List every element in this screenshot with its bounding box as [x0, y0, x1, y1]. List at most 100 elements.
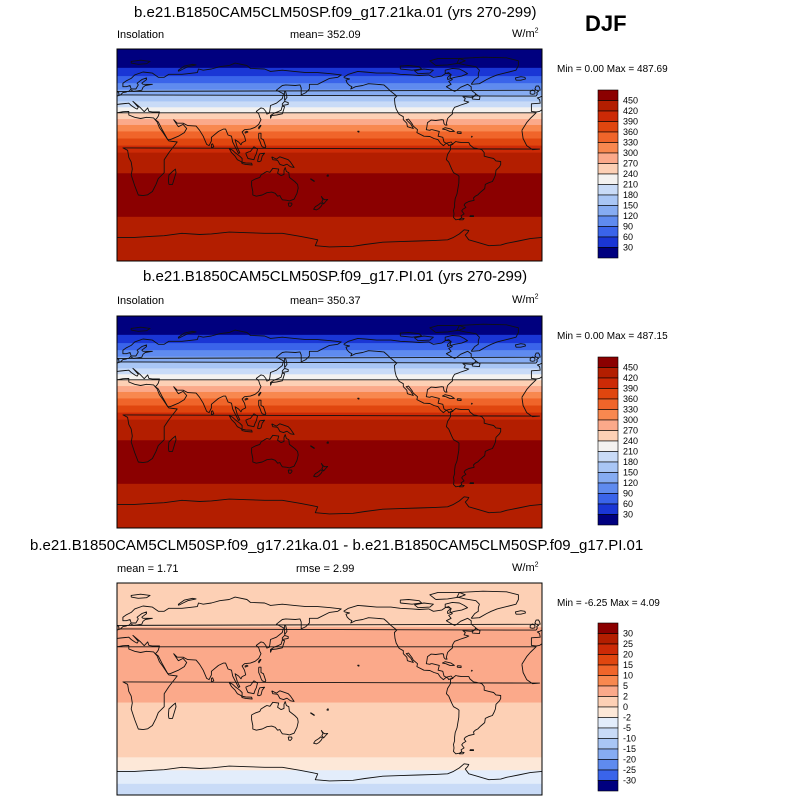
coastline — [210, 410, 215, 416]
colorbar-box — [597, 100, 619, 112]
zonal-band — [117, 107, 542, 114]
colorbar-label: 300 — [623, 148, 638, 158]
zonal-band — [117, 83, 542, 91]
coastline — [320, 729, 329, 739]
colorbar-box — [597, 769, 619, 781]
colorbar-box — [597, 482, 619, 494]
zonal-band — [117, 398, 542, 407]
coastline — [271, 156, 295, 168]
coastline — [458, 751, 465, 755]
coastline — [245, 146, 258, 161]
coastline — [116, 644, 541, 731]
coastline — [257, 686, 266, 697]
coastline — [414, 335, 434, 342]
coastline — [241, 695, 253, 700]
zonal-band — [117, 316, 542, 326]
colorbar-box — [597, 356, 619, 368]
colorbar-box — [597, 110, 619, 122]
colorbar-label: 450 — [623, 363, 638, 373]
coastline — [471, 93, 481, 101]
colorbar-box — [597, 131, 619, 143]
colorbar-label: 270 — [623, 159, 638, 169]
panel1-units: W/m2 — [512, 27, 539, 40]
coastline — [456, 131, 462, 135]
coastline — [117, 763, 543, 782]
colorbar-label: 15 — [623, 660, 633, 670]
coastline — [470, 669, 473, 672]
coastline — [116, 352, 541, 364]
map-frame — [116, 582, 543, 796]
colorbar-box — [597, 430, 619, 442]
coastline — [130, 59, 151, 65]
colorbar-box — [597, 738, 619, 750]
coastline — [326, 174, 329, 177]
colorbar-label: 450 — [623, 96, 638, 106]
coastline — [258, 658, 262, 664]
colorbar-label: 30 — [623, 510, 633, 520]
colorbar-box — [597, 194, 619, 206]
colorbar-box — [597, 89, 619, 101]
colorbar-label: 360 — [623, 394, 638, 404]
zonal-band — [117, 350, 542, 358]
coastline — [116, 596, 342, 688]
coastline — [281, 634, 289, 640]
zonal-band — [117, 324, 542, 336]
colorbar-box — [597, 759, 619, 771]
colorbar-box — [597, 377, 619, 389]
coastline — [313, 469, 323, 478]
coastline — [343, 337, 477, 414]
zonal-band — [117, 419, 542, 441]
coastline — [529, 356, 536, 362]
zonal-band — [117, 101, 542, 108]
coastline — [167, 168, 177, 185]
coastline — [244, 397, 249, 401]
panel1-mean: mean= 352.09 — [290, 29, 361, 41]
coastline — [530, 95, 543, 113]
coastline — [167, 435, 177, 452]
zonal-bands — [117, 49, 542, 262]
coastline — [530, 362, 543, 380]
colorbar-label: 0 — [623, 702, 628, 712]
coastline — [130, 593, 151, 599]
coastline — [343, 70, 477, 147]
colorbar-box — [597, 226, 619, 238]
colorbar-label: 360 — [623, 127, 638, 137]
colorbar-box — [597, 622, 619, 634]
colorbar-box — [597, 163, 619, 175]
coastline — [251, 701, 299, 736]
zonal-band — [117, 770, 542, 785]
coastline — [270, 639, 286, 653]
coastline — [445, 675, 502, 755]
colorbar-box — [597, 440, 619, 452]
coastline — [456, 56, 519, 85]
coastline — [399, 599, 423, 605]
colorbar-box — [597, 419, 619, 431]
colorbar-label: -20 — [623, 755, 636, 765]
colorbar-label: 420 — [623, 106, 638, 116]
coastline — [271, 690, 295, 702]
zonal-band — [117, 783, 542, 796]
coastline — [117, 496, 543, 515]
colorbar-label: -2 — [623, 713, 631, 723]
zonal-band — [117, 368, 542, 375]
coastline — [130, 77, 153, 92]
coastline — [343, 604, 477, 681]
zonal-band — [117, 380, 542, 387]
zonal-band — [117, 362, 542, 369]
colorbar-label: 90 — [623, 489, 633, 499]
panel3-mean: mean = 1.71 — [117, 563, 179, 575]
coastline — [310, 712, 315, 716]
colorbar-label: 120 — [623, 478, 638, 488]
colorbar-label: 180 — [623, 190, 638, 200]
coastline — [414, 602, 434, 609]
map-frame — [116, 315, 543, 529]
colorbar-box — [597, 451, 619, 463]
coastline — [116, 619, 541, 631]
zonal-band — [117, 131, 542, 140]
panel2-variable-label: Insolation — [117, 295, 165, 307]
coastline — [167, 702, 177, 719]
zonal-band — [117, 374, 542, 381]
coastline — [442, 394, 455, 399]
colorbar-label: 150 — [623, 468, 638, 478]
coastlines — [116, 56, 543, 248]
